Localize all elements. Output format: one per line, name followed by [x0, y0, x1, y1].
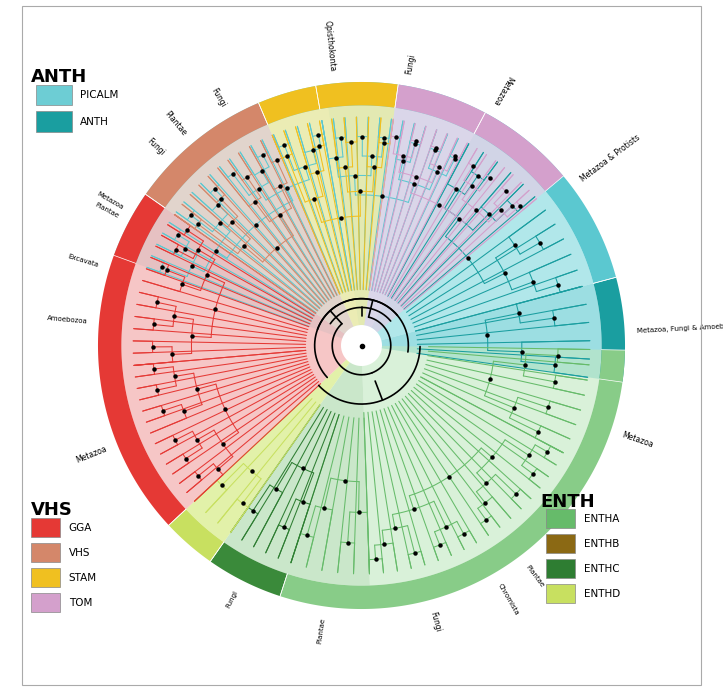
Polygon shape — [210, 542, 287, 596]
Text: Plantae: Plantae — [525, 563, 545, 588]
Text: Metazoa & Protists: Metazoa & Protists — [578, 133, 641, 183]
Text: STAM: STAM — [69, 573, 97, 583]
Text: ENTHD: ENTHD — [584, 589, 620, 599]
FancyBboxPatch shape — [36, 85, 72, 106]
Polygon shape — [168, 509, 224, 561]
Text: Fungi: Fungi — [145, 137, 166, 158]
Text: Fungi: Fungi — [226, 589, 239, 609]
Polygon shape — [136, 108, 359, 339]
Polygon shape — [186, 359, 350, 542]
Text: Excavata: Excavata — [67, 253, 99, 268]
Polygon shape — [165, 124, 354, 334]
Text: VHS: VHS — [30, 502, 72, 520]
Text: PICALM: PICALM — [80, 90, 119, 100]
FancyBboxPatch shape — [546, 584, 576, 603]
Text: Metazoa: Metazoa — [620, 431, 654, 450]
Polygon shape — [594, 277, 625, 382]
Text: ANTH: ANTH — [80, 117, 109, 126]
Text: ENTHA: ENTHA — [584, 514, 620, 524]
Text: Metazoa: Metazoa — [96, 191, 124, 211]
Polygon shape — [364, 108, 545, 332]
Text: VHS: VHS — [69, 548, 90, 558]
FancyBboxPatch shape — [546, 509, 576, 529]
Polygon shape — [98, 194, 186, 525]
Text: Opisthokonta: Opisthokonta — [323, 20, 337, 73]
Polygon shape — [268, 106, 395, 327]
Text: Plantae: Plantae — [94, 201, 120, 219]
FancyBboxPatch shape — [546, 559, 576, 578]
Polygon shape — [474, 113, 616, 283]
Text: Plantae: Plantae — [317, 618, 326, 644]
FancyBboxPatch shape — [30, 518, 60, 538]
Text: ENTHB: ENTHB — [584, 539, 620, 549]
FancyBboxPatch shape — [30, 543, 60, 562]
Text: Chromista: Chromista — [497, 583, 520, 616]
Polygon shape — [114, 86, 320, 263]
Text: ENTHC: ENTHC — [584, 564, 620, 574]
Polygon shape — [316, 82, 485, 133]
Polygon shape — [145, 103, 268, 208]
Text: Metazoa: Metazoa — [74, 444, 108, 465]
FancyBboxPatch shape — [30, 593, 60, 612]
Text: Plantae: Plantae — [163, 110, 188, 138]
Polygon shape — [280, 350, 625, 609]
Polygon shape — [395, 84, 563, 191]
Polygon shape — [371, 133, 594, 340]
Polygon shape — [362, 346, 602, 585]
Text: Fungi: Fungi — [429, 610, 442, 633]
FancyBboxPatch shape — [30, 568, 60, 587]
Polygon shape — [328, 106, 474, 328]
Text: Amoebozoa: Amoebozoa — [46, 315, 87, 325]
Text: Fungi: Fungi — [210, 87, 228, 109]
Text: ANTH: ANTH — [30, 68, 87, 86]
FancyBboxPatch shape — [546, 534, 576, 553]
Polygon shape — [121, 208, 346, 509]
Text: TOM: TOM — [69, 598, 92, 607]
Text: GGA: GGA — [69, 523, 92, 533]
Text: Metazoa, Fungi & Amoebozoa: Metazoa, Fungi & Amoebozoa — [636, 323, 723, 334]
FancyBboxPatch shape — [36, 111, 72, 132]
Polygon shape — [381, 283, 602, 379]
Text: Fungi: Fungi — [405, 53, 417, 75]
Text: Metazoa: Metazoa — [491, 74, 515, 107]
Polygon shape — [259, 82, 398, 124]
Text: ENTH: ENTH — [540, 493, 595, 511]
Polygon shape — [224, 362, 370, 585]
